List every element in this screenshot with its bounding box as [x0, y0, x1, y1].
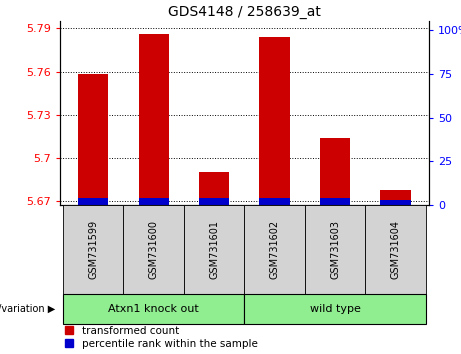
Bar: [63, 205, 124, 294]
Bar: [244, 294, 426, 324]
Bar: [124, 205, 184, 294]
Text: genotype/variation ▶: genotype/variation ▶: [0, 304, 55, 314]
Bar: [78, 198, 108, 205]
Bar: [320, 138, 350, 205]
Bar: [320, 198, 350, 205]
Bar: [78, 74, 108, 205]
Text: wild type: wild type: [310, 304, 361, 314]
Bar: [184, 205, 244, 294]
Bar: [138, 198, 169, 205]
Bar: [305, 205, 365, 294]
Bar: [244, 205, 305, 294]
Text: GSM731602: GSM731602: [270, 220, 279, 279]
Text: GSM731604: GSM731604: [390, 220, 401, 279]
Bar: [138, 34, 169, 205]
Bar: [260, 198, 290, 205]
Bar: [63, 294, 244, 324]
Bar: [380, 200, 411, 205]
Bar: [365, 205, 426, 294]
Bar: [380, 189, 411, 205]
Bar: [260, 37, 290, 205]
Text: Atxn1 knock out: Atxn1 knock out: [108, 304, 199, 314]
Legend: transformed count, percentile rank within the sample: transformed count, percentile rank withi…: [65, 326, 258, 349]
Text: GSM731601: GSM731601: [209, 220, 219, 279]
Text: GSM731603: GSM731603: [330, 220, 340, 279]
Bar: [199, 172, 229, 205]
Title: GDS4148 / 258639_at: GDS4148 / 258639_at: [168, 5, 321, 19]
Text: GSM731600: GSM731600: [148, 220, 159, 279]
Bar: [199, 198, 229, 205]
Text: GSM731599: GSM731599: [88, 220, 98, 279]
